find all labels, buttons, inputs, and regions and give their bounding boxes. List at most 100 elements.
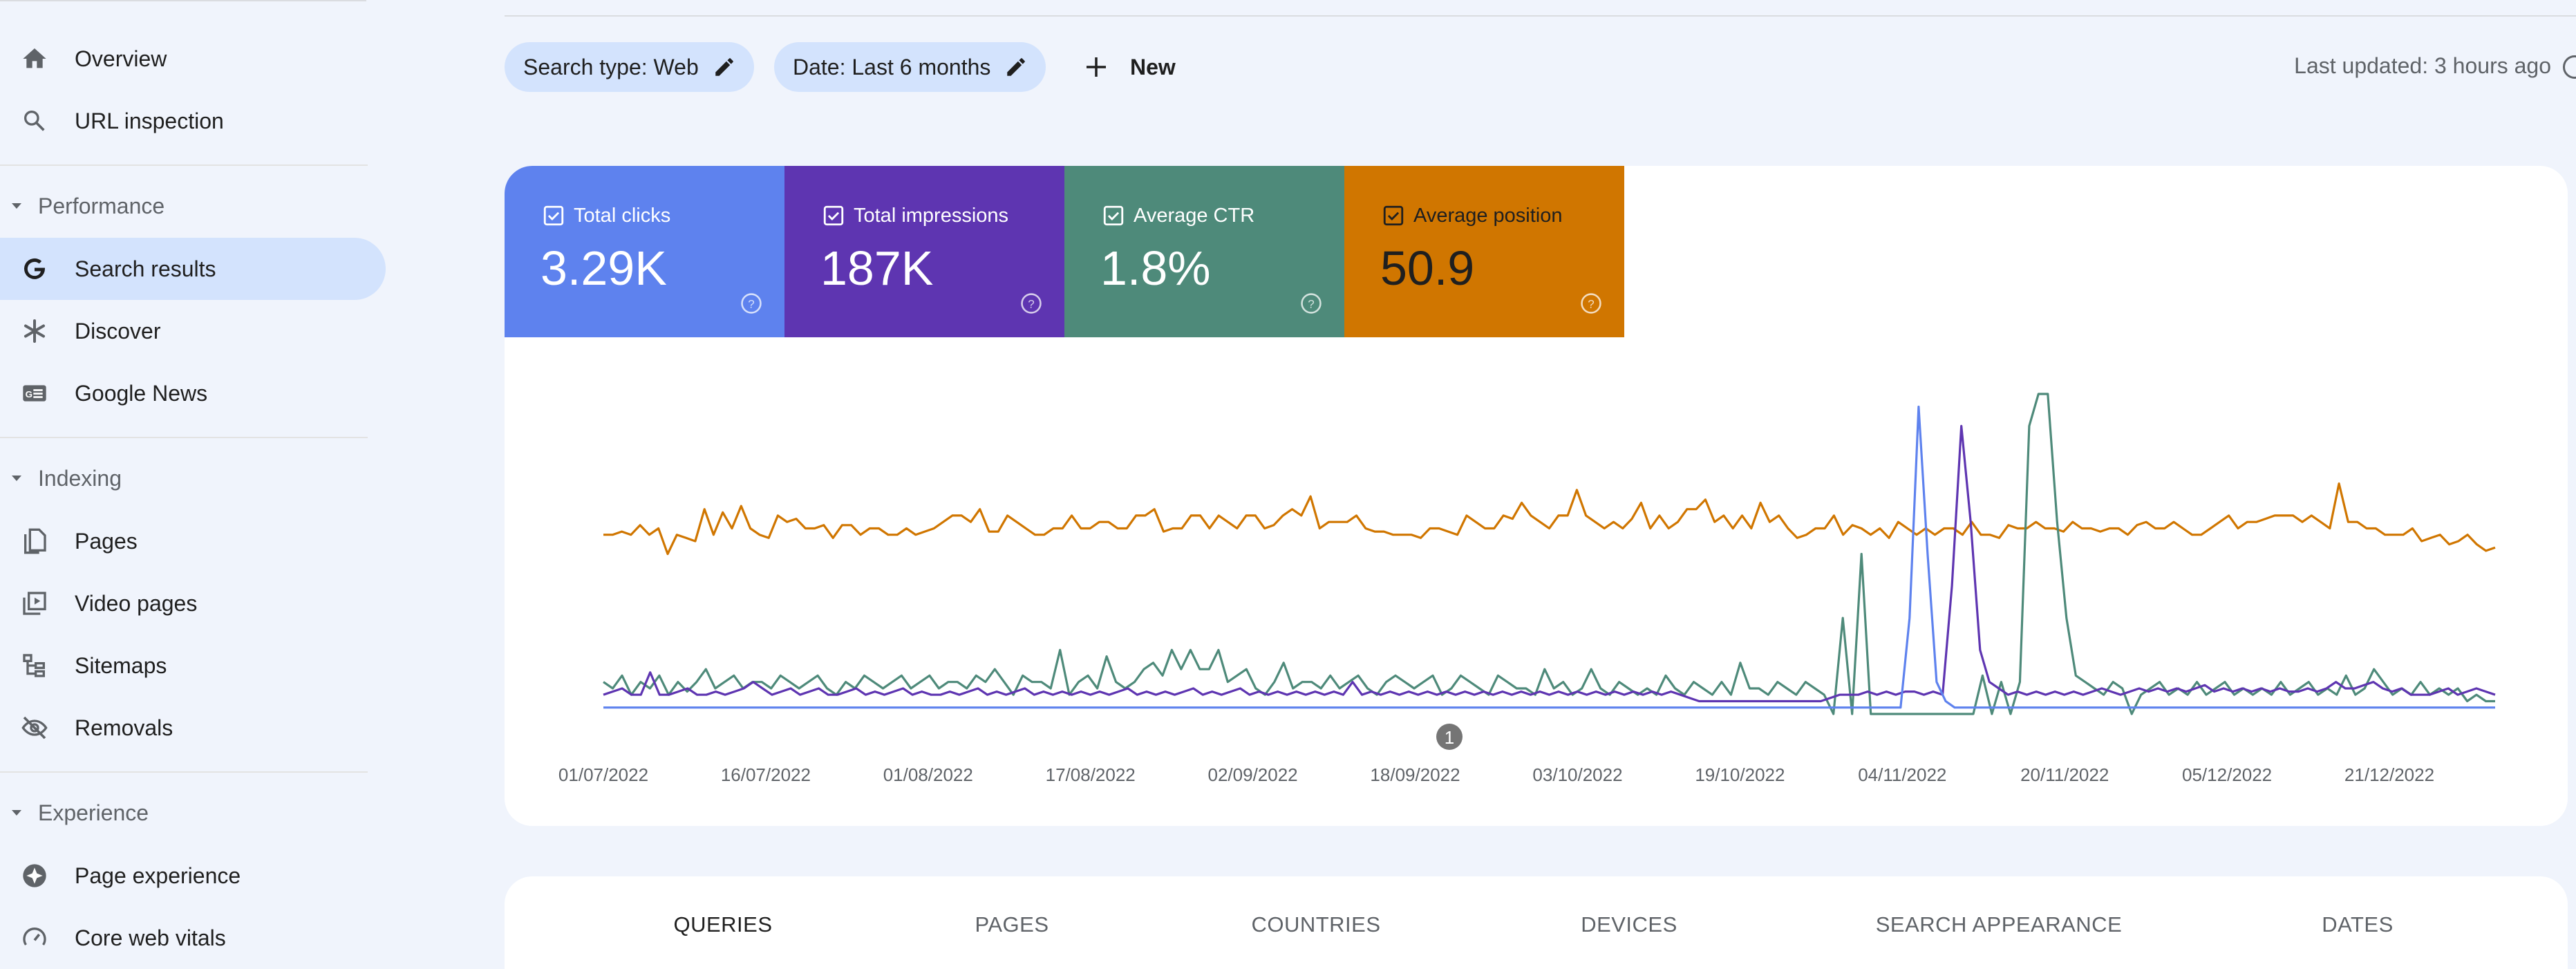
last-updated-text: Last updated: 3 hours ago: [2294, 53, 2551, 78]
new-filter-button[interactable]: New: [1082, 42, 1176, 92]
series-line-average-position: [603, 482, 2496, 556]
sidebar-item-url-inspection[interactable]: URL inspection: [0, 90, 387, 152]
performance-chart-card: Total clicks 3.29K ? Total impressions 1…: [505, 166, 2568, 826]
sidebar-section-indexing[interactable]: Indexing: [0, 451, 387, 506]
sidebar-item-label: Sitemaps: [75, 652, 167, 678]
news-icon: G: [21, 379, 48, 407]
plus-icon: [1087, 57, 1106, 77]
metric-card-average-position[interactable]: Average position 50.9 ?: [1344, 166, 1624, 337]
edit-pencil-icon[interactable]: [1004, 55, 1028, 79]
sidebar-item-google-news[interactable]: G Google News: [0, 362, 387, 424]
chart-annotation-marker[interactable]: 1: [1436, 724, 1463, 750]
sidebar-section-label: Indexing: [38, 465, 122, 491]
metric-value: 3.29K: [540, 241, 667, 295]
sidebar-section-label: Performance: [38, 193, 165, 218]
sidebar-section-label: Experience: [38, 800, 149, 825]
svg-text:?: ?: [1028, 297, 1034, 310]
caret-down-icon: [12, 810, 21, 816]
tab-queries[interactable]: QUERIES: [673, 912, 773, 937]
checkbox-checked-icon[interactable]: [822, 204, 845, 227]
x-tick-label: 16/07/2022: [721, 764, 811, 785]
metric-card-total-impressions[interactable]: Total impressions 187K ?: [784, 166, 1064, 337]
sitemap-icon: [21, 652, 48, 679]
svg-text:?: ?: [748, 297, 754, 310]
tab-pages[interactable]: PAGES: [975, 912, 1049, 937]
help-icon[interactable]: ?: [740, 292, 763, 315]
metric-label: Average position: [1413, 204, 1563, 227]
asterisk-icon: [21, 317, 48, 345]
x-tick-label: 05/12/2022: [2182, 764, 2272, 785]
sidebar-top-divider: [0, 0, 366, 1]
sidebar-item-video-pages[interactable]: Video pages: [0, 572, 387, 634]
search-type-filter-chip[interactable]: Search type: Web: [505, 42, 754, 92]
chip-label: Search type: Web: [523, 54, 699, 79]
search-icon: [21, 107, 48, 135]
video-pages-icon: [21, 590, 48, 617]
tab-countries[interactable]: COUNTRIES: [1251, 912, 1381, 937]
sidebar-item-label: URL inspection: [75, 108, 224, 133]
sidebar-item-label: Core web vitals: [75, 925, 226, 950]
sidebar-item-label: Overview: [75, 46, 167, 71]
sidebar-section-experience[interactable]: Experience: [0, 785, 387, 840]
help-icon[interactable]: ?: [1019, 292, 1043, 315]
x-tick-label: 18/09/2022: [1370, 764, 1460, 785]
sidebar-divider: [0, 437, 368, 438]
home-icon: [21, 45, 48, 73]
x-tick-label: 20/11/2022: [2020, 764, 2109, 785]
svg-text:1: 1: [1445, 727, 1454, 748]
speedometer-icon: [21, 924, 48, 952]
new-button-label: New: [1130, 54, 1176, 79]
sidebar-item-label: Video pages: [75, 590, 198, 616]
tab-devices[interactable]: DEVICES: [1581, 912, 1677, 937]
svg-text:?: ?: [1308, 297, 1314, 310]
help-icon[interactable]: ?: [1579, 292, 1603, 315]
metric-value: 50.9: [1380, 241, 1475, 295]
performance-line-chart[interactable]: 1 01/07/2022 16/07/2022 01/08/2022 17/08/202…: [505, 166, 2568, 826]
sidebar-item-removals[interactable]: Removals: [0, 697, 387, 759]
checkbox-checked-icon[interactable]: [1382, 204, 1405, 227]
sidebar-item-discover[interactable]: Discover: [0, 300, 387, 362]
tab-dates[interactable]: DATES: [2322, 912, 2394, 937]
metric-value: 1.8%: [1100, 241, 1211, 295]
svg-text:?: ?: [1588, 297, 1594, 310]
caret-down-icon: [12, 476, 21, 481]
sidebar-item-label: Google News: [75, 380, 208, 406]
edit-pencil-icon[interactable]: [713, 55, 736, 79]
sidebar-section-performance[interactable]: Performance: [0, 178, 387, 234]
sidebar-item-page-experience[interactable]: Page experience: [0, 845, 387, 907]
x-tick-label: 01/08/2022: [883, 764, 973, 785]
sidebar-item-pages[interactable]: Pages: [0, 510, 387, 572]
caret-down-icon: [12, 203, 21, 209]
x-tick-label: 01/07/2022: [558, 764, 648, 785]
svg-text:G: G: [26, 389, 32, 399]
sidebar-item-overview[interactable]: Overview: [0, 28, 387, 90]
sidebar-divider: [0, 164, 368, 166]
metric-card-average-ctr[interactable]: Average CTR 1.8% ?: [1064, 166, 1344, 337]
checkbox-checked-icon[interactable]: [542, 204, 565, 227]
sidebar-divider: [0, 771, 368, 773]
sidebar-item-sitemaps[interactable]: Sitemaps: [0, 634, 387, 697]
x-tick-label: 19/10/2022: [1695, 764, 1785, 785]
help-icon[interactable]: [2563, 55, 2576, 79]
metric-card-total-clicks[interactable]: Total clicks 3.29K ?: [505, 166, 784, 337]
metric-label: Total impressions: [854, 204, 1009, 227]
sidebar-item-label: Discover: [75, 318, 161, 344]
sidebar-item-label: Page experience: [75, 863, 241, 888]
sidebar-item-label: Removals: [75, 715, 173, 740]
sidebar-item-search-results[interactable]: Search results: [0, 238, 386, 300]
sidebar-item-label: Pages: [75, 528, 138, 554]
sidebar-item-core-web-vitals[interactable]: Core web vitals: [0, 907, 387, 969]
x-tick-label: 04/11/2022: [1858, 764, 1946, 785]
date-filter-chip[interactable]: Date: Last 6 months: [774, 42, 1046, 92]
header-divider: [505, 15, 2576, 17]
x-tick-label: 17/08/2022: [1046, 764, 1136, 785]
tab-search-appearance[interactable]: SEARCH APPEARANCE: [1875, 912, 2123, 937]
x-tick-label: 21/12/2022: [2344, 764, 2434, 785]
help-icon[interactable]: ?: [1299, 292, 1323, 315]
series-line-total-impressions: [603, 424, 2496, 703]
page-experience-icon: [21, 862, 48, 890]
metric-label: Average CTR: [1134, 204, 1255, 227]
metric-value: 187K: [820, 241, 934, 295]
checkbox-checked-icon[interactable]: [1102, 204, 1125, 227]
